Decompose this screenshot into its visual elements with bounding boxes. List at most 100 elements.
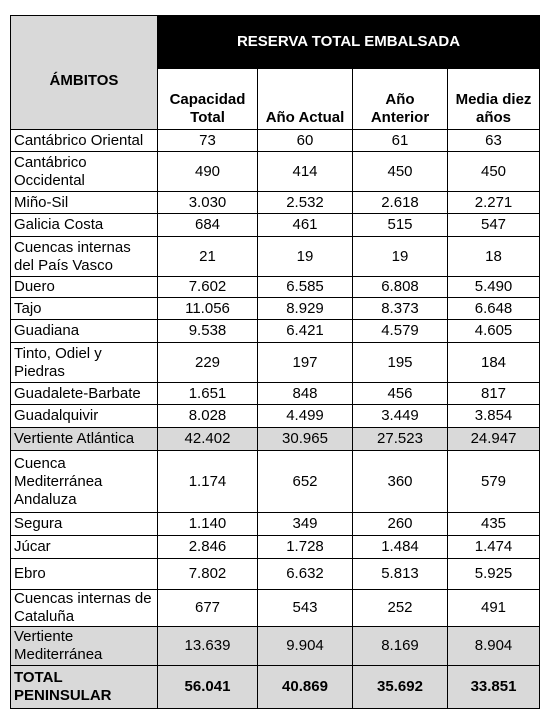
- value-cell: 6.648: [446, 297, 541, 320]
- table-row: Guadalquivir 8.028 4.499 3.449 3.854: [10, 404, 541, 428]
- value-cell: 677: [157, 589, 258, 627]
- value-cell: 5.813: [352, 558, 448, 590]
- value-cell: 7.802: [157, 558, 258, 590]
- value-cell: 184: [446, 342, 541, 383]
- value-cell: 30.965: [257, 427, 353, 451]
- table-row: TOTAL PENINSULAR 56.041 40.869 35.692 33.851: [10, 665, 541, 709]
- table-row: Galicia Costa 684 461 515 547: [10, 213, 541, 237]
- row-label: Cantábrico Occidental: [10, 151, 158, 192]
- value-cell: 18: [446, 236, 541, 277]
- value-cell: 3.854: [446, 404, 541, 428]
- header-cell: Año Actual: [257, 68, 353, 130]
- value-cell: 6.585: [257, 276, 353, 298]
- value-cell: 4.579: [352, 319, 448, 343]
- value-cell: 1.651: [157, 382, 258, 405]
- value-cell: 7.602: [157, 276, 258, 298]
- row-label: TOTAL PENINSULAR: [10, 665, 158, 709]
- value-cell: 1.174: [157, 450, 258, 513]
- value-cell: 6.808: [352, 276, 448, 298]
- value-cell: 3.449: [352, 404, 448, 428]
- table-row: Ebro 7.802 6.632 5.813 5.925: [10, 558, 541, 590]
- value-cell: 2.618: [352, 191, 448, 214]
- value-cell: 8.904: [446, 626, 541, 666]
- table-row: Tajo 11.056 8.929 8.373 6.648: [10, 297, 541, 320]
- value-cell: 8.169: [352, 626, 448, 666]
- value-cell: 414: [257, 151, 353, 192]
- value-cell: 27.523: [352, 427, 448, 451]
- value-cell: 56.041: [157, 665, 258, 709]
- value-cell: 35.692: [352, 665, 448, 709]
- value-cell: 260: [352, 512, 448, 536]
- row-label: Duero: [10, 276, 158, 298]
- row-label: Cuenca Mediterránea Andaluza: [10, 450, 158, 513]
- value-cell: 73: [157, 129, 258, 152]
- value-cell: 1.140: [157, 512, 258, 536]
- table-row: Cuencas internas del País Vasco 21 19 19 18: [10, 236, 541, 277]
- row-label: Tajo: [10, 297, 158, 320]
- value-cell: 491: [446, 589, 541, 627]
- table-row: Miño-Sil 3.030 2.532 2.618 2.271: [10, 191, 541, 214]
- value-cell: 33.851: [446, 665, 541, 709]
- value-cell: 490: [157, 151, 258, 192]
- value-cell: 19: [352, 236, 448, 277]
- header-cell: Año Anterior: [352, 68, 448, 130]
- value-cell: 24.947: [446, 427, 541, 451]
- value-cell: 5.490: [446, 276, 541, 298]
- header-cell: Media diez años: [446, 68, 541, 130]
- header-cell: Capacidad Total: [157, 68, 258, 130]
- row-label: Vertiente Atlántica: [10, 427, 158, 451]
- value-cell: 229: [157, 342, 258, 383]
- value-cell: 19: [257, 236, 353, 277]
- table-row: Cantábrico Oriental 73 60 61 63: [10, 129, 541, 152]
- value-cell: 461: [257, 213, 353, 237]
- table-row: Júcar 2.846 1.728 1.484 1.474: [10, 535, 541, 559]
- value-cell: 8.929: [257, 297, 353, 320]
- row-label: Cuencas internas de Cataluña: [10, 589, 158, 627]
- value-cell: 21: [157, 236, 258, 277]
- row-label: Vertiente Mediterránea: [10, 626, 158, 666]
- row-label: Cuencas internas del País Vasco: [10, 236, 158, 277]
- value-cell: 684: [157, 213, 258, 237]
- table-row: Cuenca Mediterránea Andaluza 1.174 652 360 5…: [10, 450, 541, 513]
- row-label: Cantábrico Oriental: [10, 129, 158, 152]
- value-cell: 1.474: [446, 535, 541, 559]
- value-cell: 40.869: [257, 665, 353, 709]
- value-cell: 8.373: [352, 297, 448, 320]
- value-cell: 1.728: [257, 535, 353, 559]
- value-cell: 60: [257, 129, 353, 152]
- value-cell: 2.271: [446, 191, 541, 214]
- value-cell: 1.484: [352, 535, 448, 559]
- value-cell: 450: [352, 151, 448, 192]
- value-cell: 4.499: [257, 404, 353, 428]
- value-cell: 579: [446, 450, 541, 513]
- value-cell: 61: [352, 129, 448, 152]
- value-cell: 195: [352, 342, 448, 383]
- row-label: Segura: [10, 512, 158, 536]
- value-cell: 435: [446, 512, 541, 536]
- row-label: Tinto, Odiel y Piedras: [10, 342, 158, 383]
- table-row: Tinto, Odiel y Piedras 229 197 195 184: [10, 342, 541, 383]
- row-label: Júcar: [10, 535, 158, 559]
- table-row: Vertiente Atlántica 42.402 30.965 27.523 24.…: [10, 427, 541, 451]
- value-cell: 9.904: [257, 626, 353, 666]
- table-row: Duero 7.602 6.585 6.808 5.490: [10, 276, 541, 298]
- row-label: Ebro: [10, 558, 158, 590]
- reservoir-table: ÁMBITOS RESERVA TOTAL EMBALSADA Capacida…: [10, 15, 541, 709]
- table-row: Guadiana 9.538 6.421 4.579 4.605: [10, 319, 541, 343]
- row-label: Miño-Sil: [10, 191, 158, 214]
- value-cell: 5.925: [446, 558, 541, 590]
- value-cell: 8.028: [157, 404, 258, 428]
- value-cell: 13.639: [157, 626, 258, 666]
- value-cell: 197: [257, 342, 353, 383]
- value-cell: 2.846: [157, 535, 258, 559]
- value-cell: 349: [257, 512, 353, 536]
- header-cell: ÁMBITOS: [10, 15, 158, 130]
- value-cell: 543: [257, 589, 353, 627]
- value-cell: 360: [352, 450, 448, 513]
- row-label: Galicia Costa: [10, 213, 158, 237]
- value-cell: 547: [446, 213, 541, 237]
- table-body: Cantábrico Oriental 73 60 61 63 Cantábrico Oc…: [10, 129, 541, 709]
- value-cell: 6.632: [257, 558, 353, 590]
- table-row: Segura 1.140 349 260 435: [10, 512, 541, 536]
- value-cell: 6.421: [257, 319, 353, 343]
